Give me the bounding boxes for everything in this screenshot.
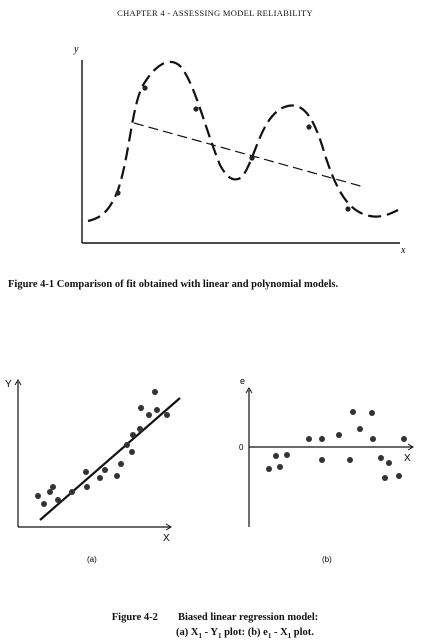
caption-sub: 1 (287, 632, 292, 641)
fig1-data-point (142, 85, 148, 91)
polynomial-fit-curve (87, 60, 399, 223)
fig2b-data-point (401, 436, 407, 442)
fig2b-data-point (382, 475, 388, 481)
fig1-data-point (345, 206, 351, 212)
fig2b-panel-label: (b) (322, 555, 332, 564)
fig2b-data-point (266, 466, 272, 472)
fig2a-data-point (137, 426, 143, 432)
fig2b-zero-label: 0 (239, 443, 244, 452)
fig2b-data-point (306, 436, 312, 442)
fig2b-data-points (266, 409, 407, 481)
fig1-data-points (115, 85, 351, 212)
caption-part: - X (271, 627, 288, 638)
fig2a-data-point (138, 405, 144, 411)
fig2b-data-point (350, 409, 356, 415)
fig2b-data-point (277, 464, 283, 470)
fig2b-x-arrow (407, 443, 414, 451)
fig1-data-point (193, 106, 199, 112)
fig1-data-point (249, 155, 255, 161)
fig2a-data-point (55, 497, 61, 503)
figure-4-2-caption: Figure 4-2 Biased linear regression model… (0, 610, 430, 644)
figure-4-2b: e 0 X (b) (239, 376, 414, 564)
fig2a-data-point (41, 501, 47, 507)
fig2b-y-label: e (240, 376, 245, 386)
fig2a-data-point (47, 489, 53, 495)
figure-4-2a: Y X (a) (5, 379, 181, 564)
fig1-data-point (115, 190, 121, 196)
figure-4-2-title: Biased linear regression model: (177, 612, 319, 623)
fig2b-data-point (284, 452, 290, 458)
fig2b-data-point (319, 457, 325, 463)
figure-4-2-label: Figure 4-2 (111, 612, 158, 623)
fig2b-data-point (370, 436, 376, 442)
fig2b-data-point (319, 436, 325, 442)
fig2a-data-point (35, 493, 41, 499)
fig2a-data-point (154, 407, 160, 413)
caption-sub: 1 (217, 632, 222, 641)
fig2b-data-point (369, 410, 375, 416)
fig2a-data-point (83, 469, 89, 475)
fig2b-data-point (396, 473, 402, 479)
fig2a-y-label: Y (5, 379, 12, 390)
fig2b-data-point (378, 455, 384, 461)
fig2a-data-point (164, 412, 170, 418)
fig2a-x-arrow (165, 523, 172, 531)
fig2a-data-point (129, 449, 135, 455)
figure-4-2-caption-line1: Figure 4-2 Biased linear regression model… (0, 610, 430, 625)
fig2a-data-point (102, 467, 108, 473)
figure-4-2-caption-line2: (a) X1 - Y1 plot: (b) e1 - X1 plot. (0, 625, 430, 644)
caption-part: - Y (202, 627, 218, 638)
fig2a-data-point (114, 473, 120, 479)
fig2a-data-point (69, 489, 75, 495)
fig2b-data-point (347, 457, 353, 463)
fig2b-y-arrow (245, 387, 253, 394)
fig2b-data-point (273, 453, 279, 459)
linear-fit-line (133, 122, 365, 188)
caption-part: plot: (b) e (221, 627, 268, 638)
fig1-x-label: x (400, 245, 406, 256)
fig2a-x-label: X (163, 533, 170, 544)
fig2a-data-point (97, 475, 103, 481)
fig2a-regression-line (39, 397, 181, 521)
caption-part: plot. (291, 627, 314, 638)
figure-4-1-caption: Figure 4-1 Comparison of fit obtained wi… (8, 279, 339, 290)
caption-sub: 1 (267, 632, 272, 641)
fig1-y-label: y (73, 44, 79, 55)
fig2a-data-point (146, 412, 152, 418)
fig2a-data-point (152, 389, 158, 395)
fig1-data-point (306, 124, 312, 130)
caption-part: (a) X (176, 627, 199, 638)
fig2b-data-point (336, 432, 342, 438)
fig2b-data-point (357, 426, 363, 432)
fig2a-panel-label: (a) (87, 555, 97, 564)
fig2a-data-point (130, 432, 136, 438)
fig2a-data-point (118, 461, 124, 467)
fig2a-data-point (124, 442, 130, 448)
fig2b-x-label: X (404, 453, 411, 464)
fig2a-data-point (50, 484, 56, 490)
fig2a-data-points (35, 389, 170, 507)
fig2a-data-point (84, 484, 90, 490)
fig2b-data-point (386, 460, 392, 466)
figure-4-1: y x (73, 44, 406, 256)
fig2a-y-arrow (14, 379, 22, 386)
chapter-header: CHAPTER 4 - ASSESSING MODEL RELIABILITY (117, 8, 313, 18)
caption-sub: 1 (198, 632, 203, 641)
